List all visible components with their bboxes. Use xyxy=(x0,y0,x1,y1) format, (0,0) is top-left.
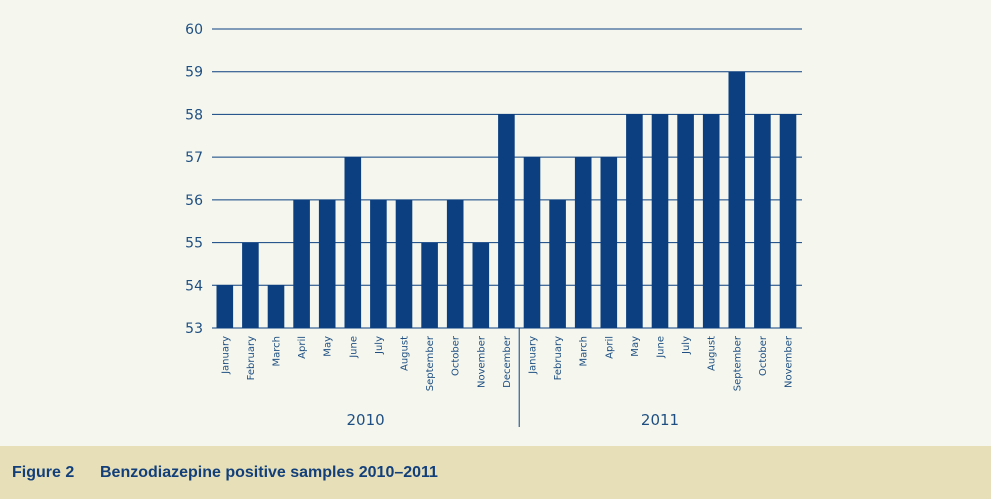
figure-title: Benzodiazepine positive samples 2010–201… xyxy=(100,463,438,481)
x-tick-label: January xyxy=(528,336,539,375)
bar xyxy=(267,285,285,328)
bar xyxy=(651,114,669,329)
bar xyxy=(318,199,336,328)
x-tick-label: August xyxy=(707,336,718,371)
bar xyxy=(677,114,694,329)
year-label: 2011 xyxy=(641,411,679,429)
x-tick-label: September xyxy=(732,335,743,391)
x-tick-label: June xyxy=(348,336,359,359)
y-tick-label: 60 xyxy=(185,22,203,38)
x-tick-label: July xyxy=(374,336,385,355)
y-tick-label: 56 xyxy=(185,193,203,209)
y-tick-label: 58 xyxy=(185,107,203,123)
y-tick-label: 54 xyxy=(185,278,203,294)
y-tick-label: 55 xyxy=(185,236,203,252)
bar xyxy=(779,114,797,329)
x-tick-label: October xyxy=(451,335,462,376)
bar xyxy=(395,199,413,328)
x-tick-label: January xyxy=(220,336,231,375)
bar xyxy=(600,157,618,328)
bar xyxy=(754,114,771,329)
x-tick-label: February xyxy=(246,336,257,380)
bar xyxy=(421,242,438,328)
bar xyxy=(344,157,362,328)
x-tick-label: December xyxy=(502,335,513,388)
bar xyxy=(549,199,566,328)
x-tick-label: May xyxy=(630,336,641,357)
bar xyxy=(293,199,310,328)
year-label: 2010 xyxy=(347,411,385,429)
bar xyxy=(216,285,234,328)
x-tick-label: March xyxy=(579,336,590,366)
x-tick-label: August xyxy=(400,336,411,371)
x-tick-label: February xyxy=(553,336,564,380)
bar xyxy=(574,157,592,328)
x-tick-label: June xyxy=(656,336,667,359)
x-tick-label: November xyxy=(476,335,487,388)
x-tick-label: May xyxy=(323,336,334,357)
bar xyxy=(626,114,643,329)
figure-label: Figure 2 xyxy=(12,463,75,481)
bar xyxy=(446,199,464,328)
chart: 53 54 55 56 57 58 59 60 January February March Apri… xyxy=(185,22,802,429)
bar xyxy=(702,114,720,329)
bar xyxy=(472,242,490,328)
y-tick-label: 57 xyxy=(185,150,203,166)
bar xyxy=(728,71,746,328)
bar xyxy=(370,199,387,328)
x-tick-label: November xyxy=(784,335,795,388)
x-tick-label: April xyxy=(297,336,308,359)
x-tick-label: October xyxy=(758,335,769,376)
y-tick-label: 53 xyxy=(185,321,203,337)
bar xyxy=(523,157,541,328)
bar xyxy=(242,242,259,328)
bar-chart-svg: 53 54 55 56 57 58 59 60 January February March Apri… xyxy=(185,22,802,429)
x-tick-label: September xyxy=(425,335,436,391)
figure-caption: Figure 2 Benzodiazepine positive samples… xyxy=(0,446,991,499)
x-tick-label: April xyxy=(604,336,615,359)
x-tick-label: March xyxy=(272,336,283,366)
bar xyxy=(498,114,515,329)
y-tick-label: 59 xyxy=(185,65,203,81)
x-tick-label: July xyxy=(681,336,692,355)
